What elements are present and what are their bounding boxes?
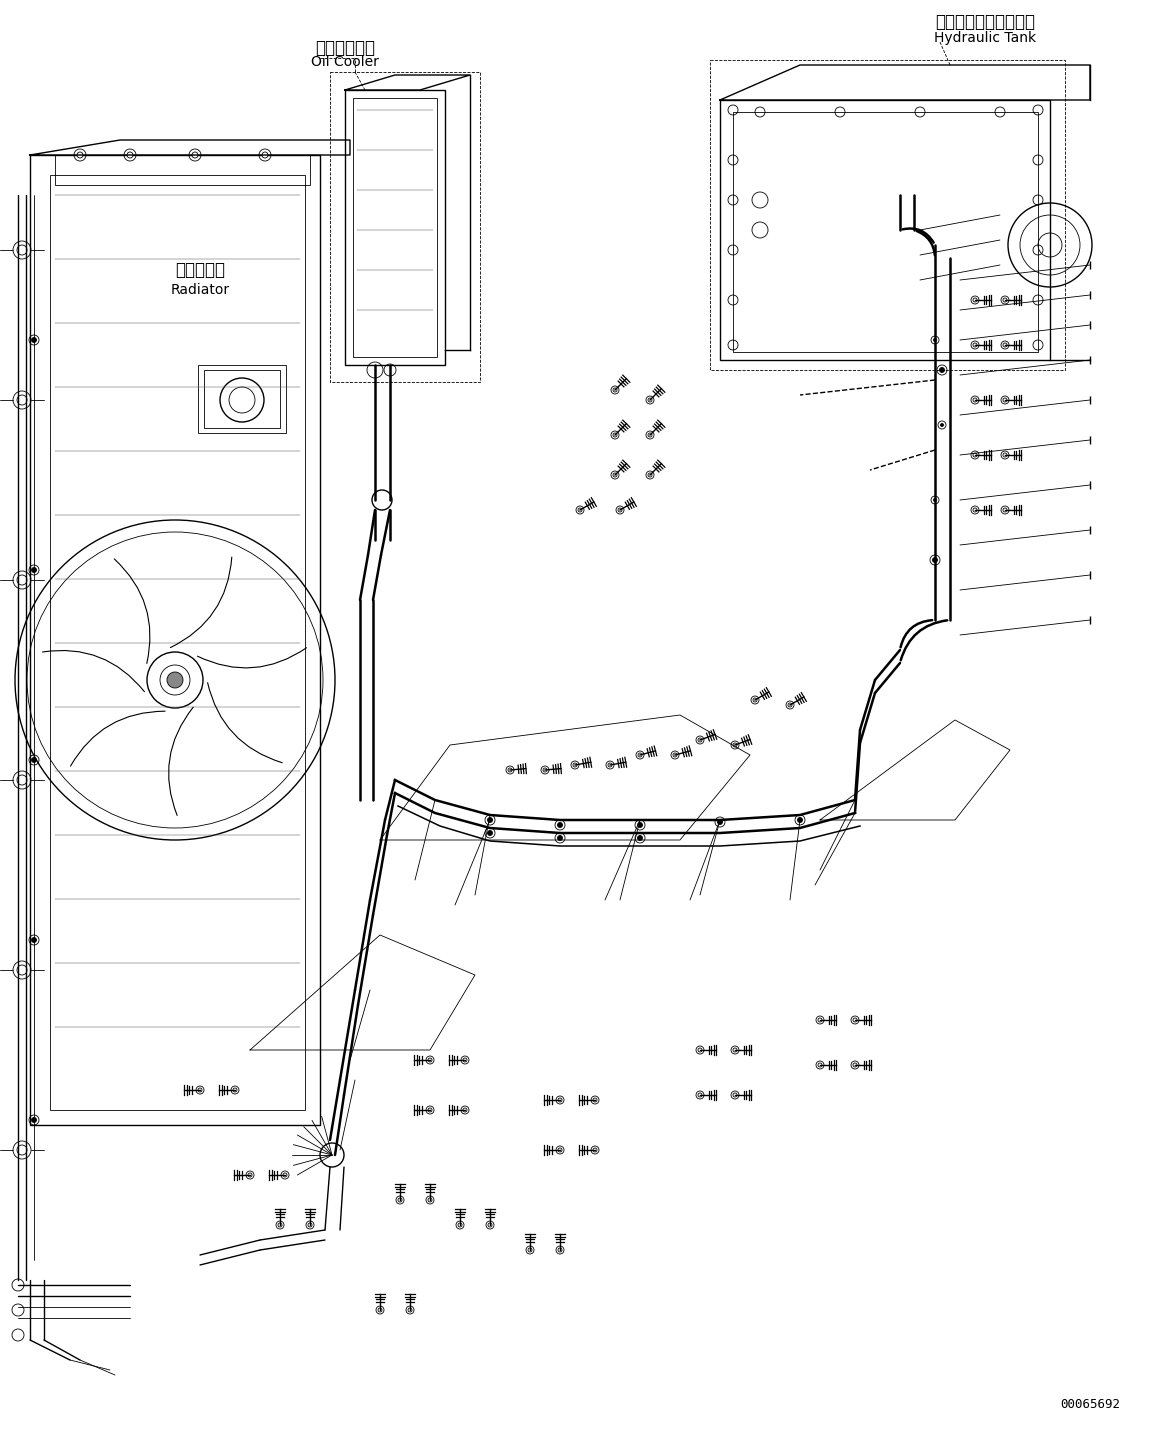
Circle shape <box>558 1148 562 1152</box>
Circle shape <box>31 338 36 342</box>
Circle shape <box>798 817 802 823</box>
Circle shape <box>1003 298 1007 302</box>
Circle shape <box>618 508 622 512</box>
Circle shape <box>463 1109 468 1112</box>
Circle shape <box>31 568 36 572</box>
Circle shape <box>1003 508 1007 512</box>
Bar <box>345 91 445 365</box>
Circle shape <box>593 1148 597 1152</box>
Circle shape <box>487 817 492 823</box>
Bar <box>720 101 1050 360</box>
Circle shape <box>1003 344 1007 347</box>
Bar <box>50 175 305 1110</box>
Circle shape <box>488 1222 492 1227</box>
Circle shape <box>718 820 722 824</box>
Circle shape <box>127 152 133 158</box>
Circle shape <box>408 1309 412 1311</box>
Circle shape <box>934 338 936 341</box>
Circle shape <box>733 1048 737 1053</box>
Circle shape <box>818 1063 822 1067</box>
Circle shape <box>463 1058 468 1063</box>
Circle shape <box>31 1117 36 1123</box>
Text: オイルクーラ: オイルクーラ <box>315 39 374 58</box>
Circle shape <box>638 754 642 756</box>
Circle shape <box>733 743 737 746</box>
Circle shape <box>973 398 977 403</box>
Circle shape <box>77 152 83 158</box>
Circle shape <box>973 298 977 302</box>
Circle shape <box>487 831 492 835</box>
Circle shape <box>428 1198 431 1202</box>
Circle shape <box>933 558 937 562</box>
Circle shape <box>398 1198 402 1202</box>
Circle shape <box>578 508 582 512</box>
Circle shape <box>608 764 612 766</box>
Circle shape <box>613 388 618 393</box>
Circle shape <box>1003 453 1007 457</box>
Bar <box>198 365 286 433</box>
Circle shape <box>558 1099 562 1102</box>
Bar <box>30 155 320 1125</box>
Circle shape <box>192 152 198 158</box>
Bar <box>733 112 1039 352</box>
Circle shape <box>752 697 757 702</box>
Circle shape <box>613 473 618 477</box>
Circle shape <box>673 754 677 756</box>
Circle shape <box>31 938 36 942</box>
Circle shape <box>698 1048 702 1053</box>
Circle shape <box>233 1089 237 1091</box>
Circle shape <box>31 758 36 762</box>
Bar <box>55 155 311 186</box>
Circle shape <box>733 1093 737 1097</box>
Circle shape <box>934 499 936 502</box>
Circle shape <box>613 433 618 437</box>
Circle shape <box>278 1222 281 1227</box>
Circle shape <box>593 1099 597 1102</box>
Circle shape <box>248 1173 252 1176</box>
Circle shape <box>428 1109 431 1112</box>
Circle shape <box>698 738 702 742</box>
Circle shape <box>378 1309 381 1311</box>
Circle shape <box>637 823 642 827</box>
Circle shape <box>198 1089 202 1091</box>
Circle shape <box>698 1093 702 1097</box>
Text: ハイドロリックタンク: ハイドロリックタンク <box>935 13 1035 32</box>
Circle shape <box>973 508 977 512</box>
Circle shape <box>852 1063 857 1067</box>
Circle shape <box>973 344 977 347</box>
Circle shape <box>508 768 512 772</box>
Text: Oil Cooler: Oil Cooler <box>311 55 379 69</box>
Circle shape <box>1003 398 1007 403</box>
Circle shape <box>458 1222 462 1227</box>
Circle shape <box>852 1018 857 1022</box>
Circle shape <box>557 835 563 840</box>
Circle shape <box>262 152 267 158</box>
Text: ラジエータ: ラジエータ <box>174 262 224 279</box>
Circle shape <box>543 768 547 772</box>
Bar <box>354 98 437 357</box>
Circle shape <box>573 764 577 766</box>
Circle shape <box>308 1222 312 1227</box>
Text: 00065692: 00065692 <box>1059 1399 1120 1412</box>
Circle shape <box>557 823 563 827</box>
Circle shape <box>648 473 652 477</box>
Bar <box>204 370 280 429</box>
Circle shape <box>637 835 642 840</box>
Circle shape <box>558 1248 562 1252</box>
Circle shape <box>789 703 792 707</box>
Circle shape <box>648 433 652 437</box>
Circle shape <box>941 424 943 427</box>
Bar <box>330 72 480 383</box>
Circle shape <box>167 672 183 687</box>
Circle shape <box>648 398 652 403</box>
Text: Radiator: Radiator <box>171 283 229 298</box>
Circle shape <box>818 1018 822 1022</box>
Text: Hydraulic Tank: Hydraulic Tank <box>934 32 1036 45</box>
Circle shape <box>428 1058 431 1063</box>
Circle shape <box>283 1173 287 1176</box>
Circle shape <box>940 368 944 372</box>
Bar <box>709 60 1065 370</box>
Circle shape <box>528 1248 531 1252</box>
Circle shape <box>973 453 977 457</box>
